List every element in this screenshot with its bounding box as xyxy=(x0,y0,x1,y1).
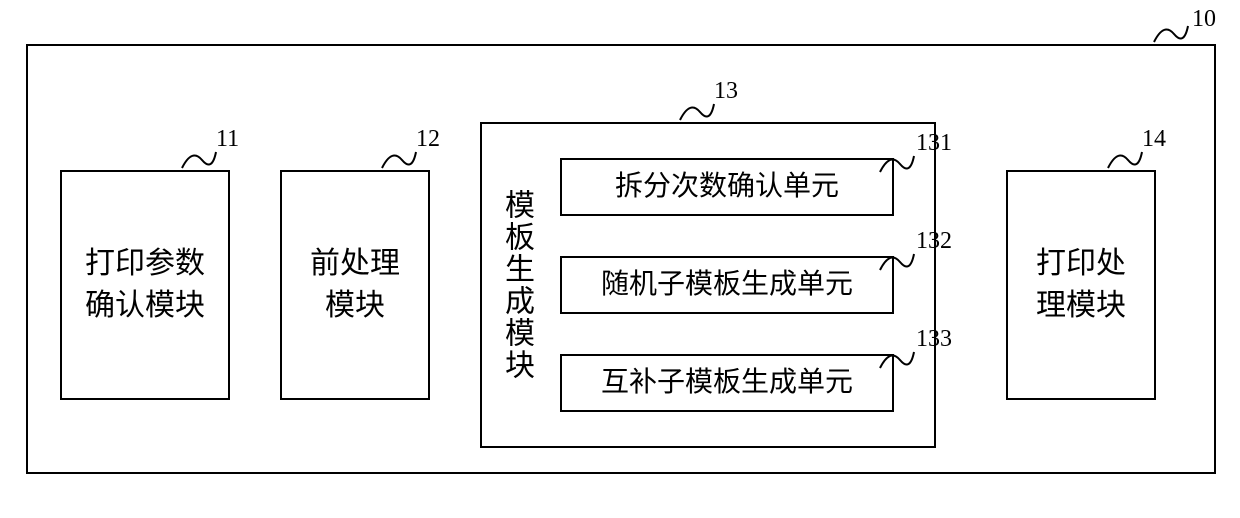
unit-131-label: 拆分次数确认单元 xyxy=(615,167,839,206)
unit-complement-subtemplate-gen: 互补子模板生成单元 xyxy=(560,354,894,412)
ref-10: 10 xyxy=(1192,6,1216,33)
ref-14: 14 xyxy=(1142,126,1166,153)
module-print-process: 打印处 理模块 xyxy=(1006,170,1156,400)
module-11-label: 打印参数 确认模块 xyxy=(85,243,205,327)
unit-split-count-confirm: 拆分次数确认单元 xyxy=(560,158,894,216)
ref-133: 133 xyxy=(916,326,952,353)
ref-131: 131 xyxy=(916,130,952,157)
module-13-label: 模板生成模块 xyxy=(494,189,538,381)
diagram-stage: 10 打印参数 确认模块 11 前处理 模块 12 模板生成模块 13 拆分次数… xyxy=(0,0,1240,518)
unit-132-label: 随机子模板生成单元 xyxy=(601,265,853,304)
unit-133-label: 互补子模板生成单元 xyxy=(601,363,853,402)
ref-13: 13 xyxy=(714,78,738,105)
ref-132: 132 xyxy=(916,228,952,255)
module-preprocess: 前处理 模块 xyxy=(280,170,430,400)
module-12-label: 前处理 模块 xyxy=(310,243,400,327)
ref-11: 11 xyxy=(216,126,239,153)
ref-12: 12 xyxy=(416,126,440,153)
module-print-param-confirm: 打印参数 确认模块 xyxy=(60,170,230,400)
module-14-label: 打印处 理模块 xyxy=(1036,243,1126,327)
unit-random-subtemplate-gen: 随机子模板生成单元 xyxy=(560,256,894,314)
